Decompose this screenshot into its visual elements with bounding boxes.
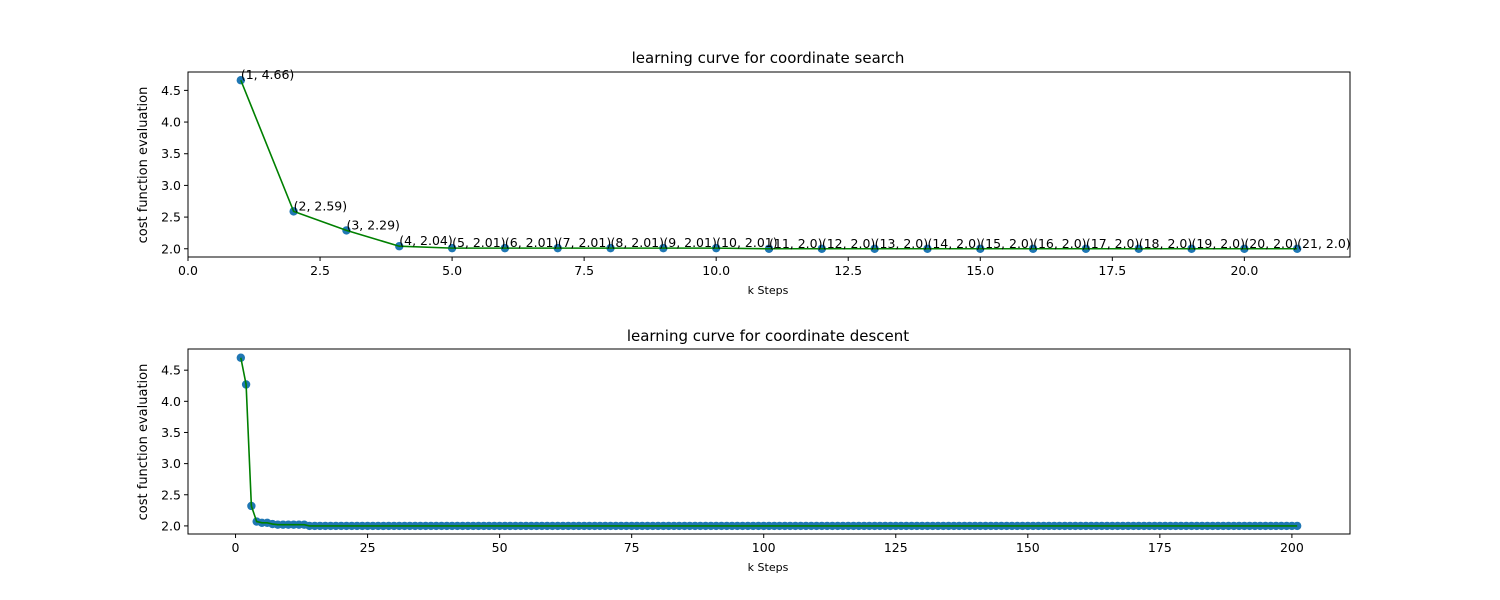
chart-title: learning curve for coordinate search xyxy=(632,49,905,67)
data-label: (3, 2.29) xyxy=(346,217,400,232)
series-line xyxy=(240,79,1298,250)
x-tick-label: 15.0 xyxy=(966,263,994,278)
y-tick-label: 2.0 xyxy=(161,518,181,533)
y-tick-label: 3.0 xyxy=(161,178,181,193)
y-tick-label: 4.5 xyxy=(161,83,181,98)
data-label: (11, 2.0) xyxy=(769,236,823,251)
data-label: (6, 2.01) xyxy=(505,235,558,250)
data-point xyxy=(1292,521,1302,531)
subplot-coordinate-descent: learning curve for coordinate descent co… xyxy=(136,327,1351,574)
data-label: (5, 2.01) xyxy=(452,235,506,250)
x-tick-label: 125 xyxy=(884,540,908,555)
data-label: (17, 2.0) xyxy=(1086,236,1140,251)
data-point xyxy=(1292,244,1302,253)
x-tick-label: 17.5 xyxy=(1098,263,1126,278)
axes-frame xyxy=(187,348,1351,535)
x-tick-label: 2.5 xyxy=(310,263,330,278)
subplot-coordinate-search: learning curve for coordinate search cos… xyxy=(136,49,1351,297)
y-tick-label: 4.5 xyxy=(161,363,181,378)
chart-title: learning curve for coordinate descent xyxy=(627,327,909,345)
x-axis-label: k Steps xyxy=(748,284,789,297)
y-tick-label: 3.0 xyxy=(161,456,181,471)
data-label: (10, 2.01) xyxy=(716,235,777,250)
y-tick-label: 3.5 xyxy=(161,146,181,161)
data-label: (4, 2.04) xyxy=(399,233,453,248)
plot-area xyxy=(236,353,1302,531)
y-tick-label: 3.5 xyxy=(161,425,181,440)
x-tick-label: 200 xyxy=(1280,540,1304,555)
data-point xyxy=(236,76,246,85)
x-tick-label: 50 xyxy=(492,540,508,555)
axis-ticks: 0.0 2.5 5.0 7.5 10.0 12.5 15.0 17.5 20.0 2.0 2.5 3.… xyxy=(161,83,1258,278)
data-label: (15, 2.0) xyxy=(980,236,1034,251)
axes-frame xyxy=(187,71,1351,258)
x-tick-label: 10.0 xyxy=(702,263,730,278)
data-label: (8, 2.01) xyxy=(611,235,665,250)
data-label: (9, 2.01) xyxy=(663,235,717,250)
x-tick-label: 5.0 xyxy=(442,263,462,278)
data-label: (2, 2.59) xyxy=(294,198,348,213)
data-label: (18, 2.0) xyxy=(1139,236,1193,251)
data-label: (12, 2.0) xyxy=(822,236,876,251)
data-label: (1, 4.66) xyxy=(241,67,295,82)
y-tick-label: 2.5 xyxy=(161,487,181,502)
data-label: (21, 2.0) xyxy=(1297,236,1351,251)
data-label: (20, 2.0) xyxy=(1244,236,1298,251)
x-axis-label: k Steps xyxy=(748,561,789,574)
data-label: (16, 2.0) xyxy=(1033,236,1087,251)
y-tick-label: 2.5 xyxy=(161,210,181,225)
data-label: (7, 2.01) xyxy=(558,235,612,250)
y-tick-label: 4.0 xyxy=(161,115,181,130)
data-label: (19, 2.0) xyxy=(1192,236,1246,251)
y-tick-label: 4.0 xyxy=(161,394,181,409)
x-tick-label: 175 xyxy=(1148,540,1172,555)
x-tick-label: 25 xyxy=(360,540,376,555)
x-tick-label: 0.0 xyxy=(178,263,198,278)
x-tick-label: 75 xyxy=(624,540,640,555)
data-label: (13, 2.0) xyxy=(875,236,929,251)
y-tick-label: 2.0 xyxy=(161,241,181,256)
data-label: (14, 2.0) xyxy=(927,236,981,251)
x-tick-label: 100 xyxy=(752,540,776,555)
x-tick-label: 150 xyxy=(1016,540,1040,555)
axis-ticks: 0 25 50 75 100 125 150 175 200 2.0 2.5 3.0 3.5 4.0 4.5 xyxy=(161,363,1304,555)
y-axis-label: cost function evaluation xyxy=(136,364,151,521)
x-tick-label: 0 xyxy=(232,540,240,555)
y-axis-label: cost function evaluation xyxy=(136,87,151,244)
x-tick-label: 20.0 xyxy=(1230,263,1258,278)
series-line xyxy=(240,357,1298,527)
x-tick-label: 7.5 xyxy=(574,263,594,278)
x-tick-label: 12.5 xyxy=(834,263,862,278)
plot-area: (1, 4.66) (2, 2.59) (3, 2.29)(4, 2.04) (5, … xyxy=(236,67,1351,253)
